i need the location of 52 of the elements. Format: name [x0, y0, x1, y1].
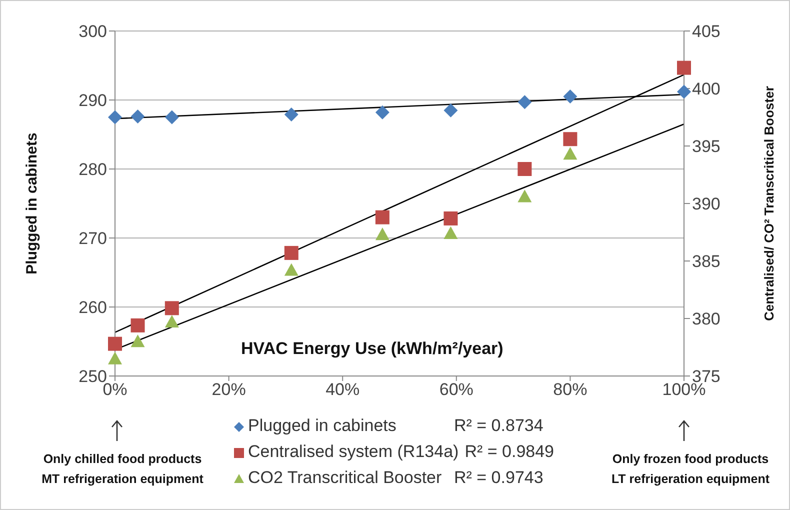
x-tick-label: 20%	[212, 380, 246, 400]
x-tick-label: 60%	[439, 380, 474, 400]
y2-tick-label: 390	[692, 194, 720, 214]
point	[518, 162, 532, 176]
x-tick-label: 80%	[553, 380, 588, 400]
point	[444, 211, 458, 226]
point	[108, 352, 122, 364]
point	[130, 334, 145, 348]
y2-tick-label: 400	[692, 80, 720, 99]
x-axis-title: HVAC Energy Use (kWh/m²/year)	[241, 339, 504, 359]
y-tick-label: 270	[78, 229, 107, 248]
point	[284, 246, 298, 260]
y-tick-label: 280	[78, 160, 107, 180]
text: R² = 0.8734	[454, 416, 544, 435]
point	[108, 110, 122, 124]
legend-label: CO2 Transcritical Booster	[248, 467, 443, 489]
point	[677, 84, 691, 99]
y2-tick-label: 380	[692, 310, 720, 329]
y2-tick-label: 405	[692, 22, 720, 42]
legend-label: Plugged in cabinets	[248, 415, 398, 437]
y-tick-label: 290	[78, 91, 107, 110]
point	[284, 107, 298, 122]
point	[518, 190, 532, 202]
y2-axis-title: Centralised/ CO² Transcritical Booster	[762, 86, 777, 321]
point	[444, 226, 458, 239]
point	[130, 110, 145, 124]
y-tick-label: 300	[78, 22, 107, 42]
point	[563, 90, 578, 104]
text: Only chilled food products MT refrigeration equipment	[40, 451, 204, 488]
point	[375, 210, 390, 224]
point	[518, 95, 532, 110]
y2-tick-label: 395	[692, 137, 720, 156]
point	[563, 147, 578, 160]
point	[375, 105, 390, 120]
text: R² = 0.9743	[454, 468, 544, 487]
legend-label: Centralised system (R134a)	[248, 441, 459, 463]
point	[563, 132, 578, 146]
point	[284, 263, 298, 276]
x-tick-label: 40%	[326, 380, 360, 400]
point	[164, 314, 179, 328]
point	[164, 110, 179, 124]
text: Only frozen food products LT refrigeration equipment	[610, 451, 771, 488]
point	[164, 301, 179, 316]
point	[444, 103, 458, 118]
y-tick-label: 260	[78, 298, 107, 318]
point	[375, 228, 390, 240]
point	[108, 336, 122, 351]
y2-tick-label: 385	[692, 252, 720, 272]
point	[130, 318, 145, 332]
text: R² = 0.9849	[464, 442, 554, 461]
point	[677, 60, 691, 75]
y-axis-title: Plugged in cabinets	[23, 132, 40, 274]
